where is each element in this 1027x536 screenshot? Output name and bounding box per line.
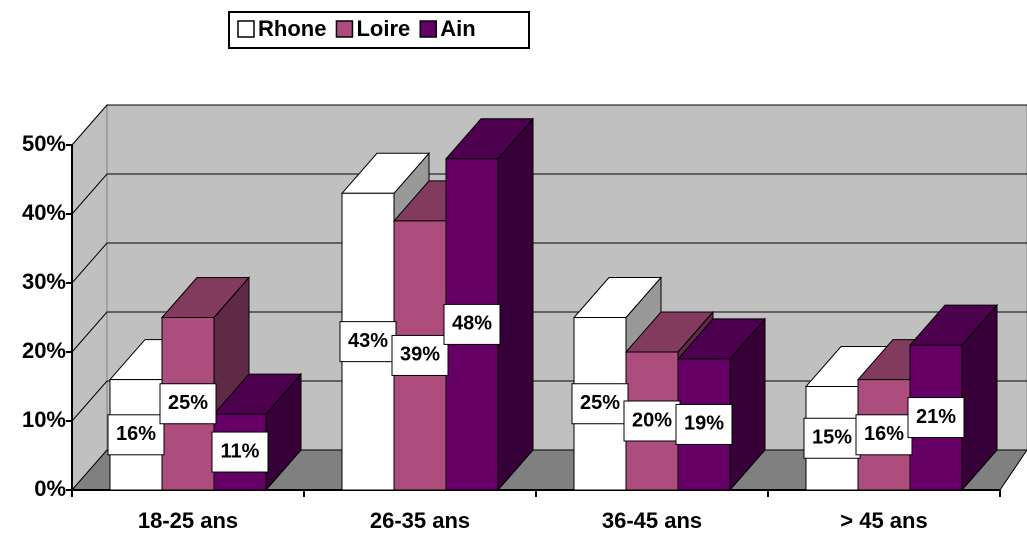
y-tick-label: 40%: [22, 200, 66, 225]
legend-swatch: [335, 20, 354, 38]
bar-side: [497, 117, 534, 492]
x-tick-label: 36-45 ans: [602, 508, 702, 533]
x-tick-label: > 45 ans: [840, 508, 927, 533]
grid-line: [71, 311, 1027, 353]
value-label: 19%: [684, 413, 724, 435]
value-label: 16%: [864, 423, 904, 445]
value-label-box: [339, 321, 397, 363]
y-tick-label: 50%: [22, 131, 66, 156]
y-tick-label: 20%: [22, 338, 66, 363]
value-label-box: [443, 303, 501, 345]
y-tick-label: 0%: [34, 476, 66, 501]
value-label: 43%: [348, 330, 388, 352]
value-label: 16%: [116, 423, 156, 445]
value-label-box: [107, 414, 165, 456]
legend-label: Ain: [440, 16, 475, 41]
legend-swatch: [237, 20, 255, 38]
legend-label: Rhone: [258, 16, 326, 41]
value-label-box: [675, 403, 733, 445]
y-tick-label: 10%: [22, 407, 66, 432]
legend-label: Loire: [356, 16, 410, 41]
value-label: 25%: [580, 392, 620, 414]
value-label-box: [159, 383, 217, 425]
grid-line: [71, 104, 1027, 146]
y-tick-label: 30%: [22, 269, 66, 294]
value-label-box: [855, 414, 913, 456]
value-label-box: [391, 334, 449, 376]
grid-line: [71, 173, 1027, 215]
value-label: 20%: [632, 409, 672, 431]
side-wall: [71, 103, 108, 492]
value-label-box: [623, 400, 681, 442]
value-label: 11%: [221, 440, 260, 462]
legend-box: [228, 11, 530, 49]
value-label: 21%: [916, 406, 956, 428]
x-tick-label: 18-25 ans: [138, 508, 238, 533]
x-tick-label: 26-35 ans: [370, 508, 470, 533]
value-label: 39%: [400, 344, 440, 366]
value-label-box: [571, 383, 629, 425]
value-label: 48%: [452, 313, 492, 335]
value-label: 15%: [812, 427, 852, 449]
value-label-box: [211, 431, 269, 473]
value-label-box: [907, 397, 965, 439]
legend: Rhone Loire Ain: [228, 11, 530, 49]
value-label: 25%: [168, 392, 208, 414]
grid-line: [71, 242, 1027, 284]
legend-swatch: [419, 20, 437, 38]
